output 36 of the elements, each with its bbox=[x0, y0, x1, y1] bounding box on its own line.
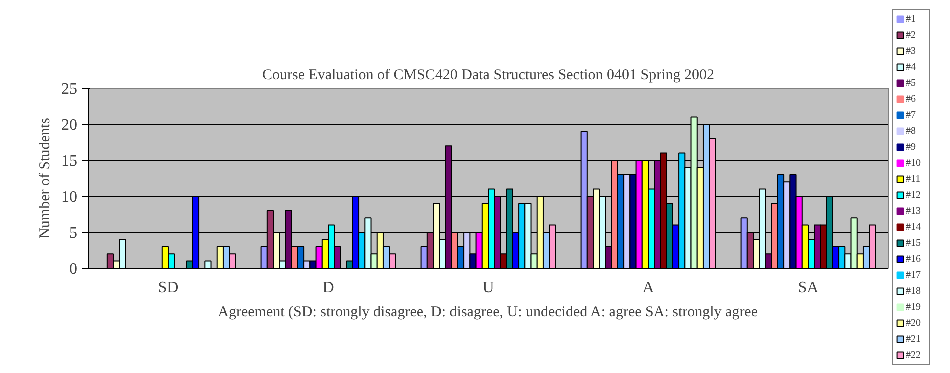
legend-label: #15 bbox=[906, 237, 922, 249]
legend-label: #7 bbox=[906, 109, 917, 121]
legend-label: #8 bbox=[906, 125, 917, 137]
legend-label: #13 bbox=[906, 205, 922, 217]
x-axis-title: Agreement (SD: strongly disagree, D: disagree, U: undecided A: agree SA: strongly agree bbox=[218, 304, 758, 320]
legend-label: #17 bbox=[906, 269, 922, 281]
y-tick-label: 5 bbox=[70, 225, 78, 242]
legend-label: #3 bbox=[906, 45, 917, 57]
x-tick-label: SD bbox=[158, 280, 179, 296]
legend-label: #22 bbox=[906, 349, 922, 361]
y-tick-label: 25 bbox=[62, 81, 78, 98]
x-tick-label: D bbox=[322, 280, 334, 296]
legend-label: #12 bbox=[906, 189, 922, 201]
legend-label: #21 bbox=[906, 333, 922, 345]
legend-label: #2 bbox=[906, 29, 917, 41]
legend-label: #19 bbox=[906, 301, 922, 313]
y-tick-label: 20 bbox=[62, 117, 78, 134]
x-tick-label: A bbox=[642, 280, 655, 296]
legend-label: #10 bbox=[906, 157, 922, 169]
legend-label: #5 bbox=[906, 77, 917, 89]
chart-title: Course Evaluation of CMSC420 Data Structures Section 0401 Spring 2002 bbox=[262, 68, 715, 84]
x-tick-label: U bbox=[482, 280, 495, 296]
legend-label: #16 bbox=[906, 253, 922, 265]
legend-label: #11 bbox=[906, 173, 922, 185]
y-tick-label: 10 bbox=[62, 189, 78, 206]
legend-label: #18 bbox=[906, 285, 922, 297]
x-tick-label: SA bbox=[798, 280, 820, 296]
legend-label: #6 bbox=[906, 93, 917, 105]
legend-label: #14 bbox=[906, 221, 922, 233]
y-axis-title: Number of Students bbox=[38, 118, 54, 239]
legend-label: #9 bbox=[906, 141, 917, 153]
y-tick-label: 0 bbox=[70, 261, 78, 278]
legend-label: #4 bbox=[906, 61, 917, 73]
legend-label: #1 bbox=[906, 13, 917, 25]
legend-label: #20 bbox=[906, 317, 922, 329]
y-tick-label: 15 bbox=[62, 153, 78, 170]
